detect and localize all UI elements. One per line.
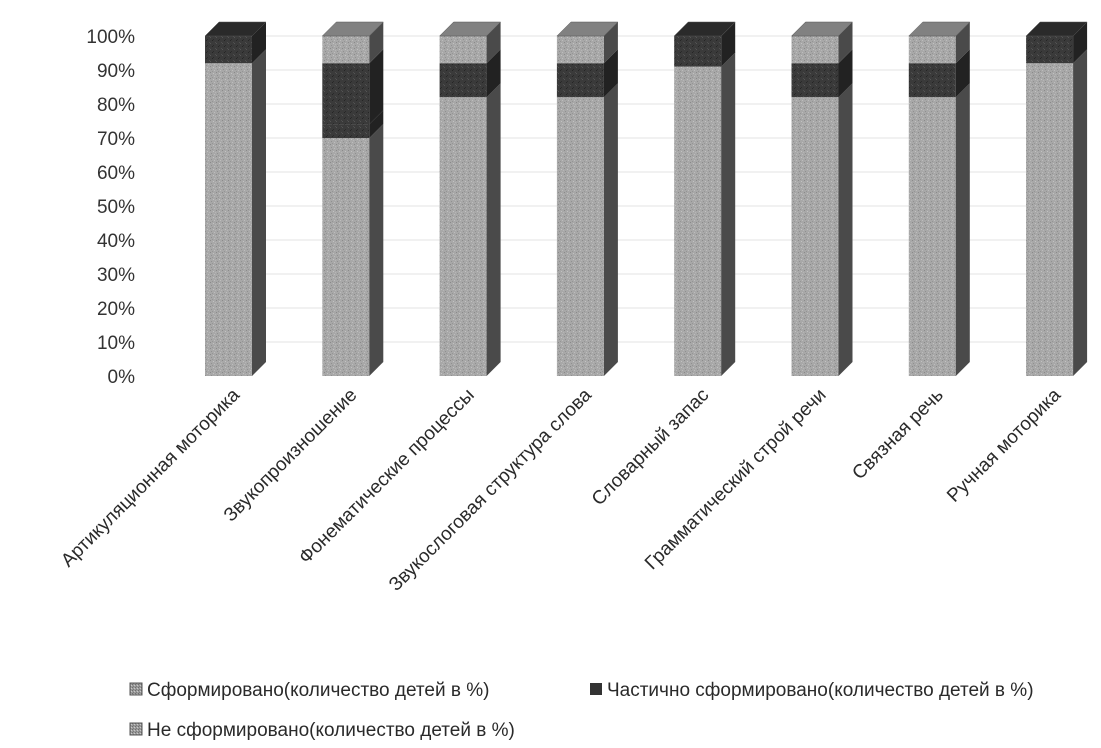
bar-side	[369, 22, 384, 64]
x-tick-label: Звукослоговая структура слова	[385, 384, 596, 595]
x-tick-label: Ручная моторика	[943, 384, 1065, 506]
bar-segment	[556, 97, 604, 376]
bar-side	[1073, 22, 1088, 64]
bar-segment	[791, 97, 839, 376]
bar-side	[603, 49, 618, 98]
bar-top	[790, 21, 854, 37]
legend: Сформировано(количество детей в %) Части…	[129, 680, 1034, 741]
bar-top	[556, 21, 619, 37]
bar-side	[603, 22, 618, 64]
bar-top	[1025, 21, 1088, 37]
bar-side	[603, 83, 618, 376]
y-tick-label: 50%	[97, 197, 135, 218]
bar-segment	[439, 63, 487, 98]
bar-side	[486, 49, 501, 98]
bar-segment	[322, 124, 370, 138]
bar-top	[673, 21, 736, 37]
x-tick-label: Звукопроизношение	[220, 385, 361, 526]
legend-label-partially-formed: Частично сформировано(количество детей в…	[607, 680, 1034, 701]
y-tick-label: 60%	[97, 163, 135, 184]
y-tick-label: 100%	[86, 27, 135, 48]
bar-side	[1073, 49, 1088, 376]
bars	[204, 21, 1088, 376]
legend-item-formed: Сформировано(количество детей в %)	[129, 680, 489, 701]
bar-segment	[791, 36, 839, 64]
bar-segment	[1026, 36, 1074, 64]
y-tick-label: 80%	[97, 95, 135, 116]
bar-segment	[908, 63, 956, 98]
legend-swatch-partially-formed	[590, 683, 602, 695]
bar-side	[721, 22, 736, 67]
bar-side	[838, 49, 853, 98]
legend-swatch-not-formed	[129, 722, 143, 736]
bar-segment	[674, 66, 722, 376]
bar-segment	[791, 63, 839, 98]
y-tick-label: 10%	[97, 333, 135, 354]
bar-side	[369, 124, 384, 376]
y-tick-label: 70%	[97, 129, 135, 150]
bar-side	[838, 22, 853, 64]
bar-segment	[322, 63, 370, 125]
legend-label-formed: Сформировано(количество детей в %)	[147, 680, 489, 701]
x-axis-labels: Артикуляционная моторикаЗвукопроизношени…	[57, 384, 1065, 595]
bar-top	[438, 21, 502, 37]
y-tick-label: 20%	[97, 299, 135, 320]
bar-side	[369, 49, 384, 125]
bar-segment	[674, 36, 722, 67]
bar-side	[955, 22, 970, 64]
x-tick-label: Артикуляционная моторика	[57, 384, 244, 571]
y-axis-ticks: 0% 10% 20% 30% 40% 50% 60% 70% 80% 90% 100%	[86, 27, 135, 388]
bar-segment	[908, 36, 956, 64]
x-tick-label: Связная речь	[848, 385, 947, 484]
bar-segment	[205, 63, 252, 376]
bar-side	[486, 83, 501, 376]
bar-side	[955, 83, 970, 376]
bar-side	[486, 22, 501, 64]
bar-top	[204, 21, 267, 37]
bar-segment	[439, 97, 487, 376]
bar-segment	[556, 63, 604, 98]
bar-segment	[322, 36, 370, 64]
legend-swatch-formed	[129, 682, 143, 696]
legend-item-partially-formed: Частично сформировано(количество детей в…	[590, 680, 1034, 701]
bar-segment	[439, 36, 487, 64]
bar-side	[955, 49, 970, 98]
y-tick-label: 0%	[108, 367, 136, 388]
bar-segment	[556, 36, 604, 64]
bar-segment	[908, 97, 956, 376]
bar-side	[252, 22, 266, 64]
bar-side	[721, 52, 736, 376]
bar-side	[838, 83, 853, 376]
legend-item-not-formed: Не сформировано(количество детей в %)	[129, 720, 515, 741]
bar-segment	[205, 36, 252, 64]
y-tick-label: 30%	[97, 265, 135, 286]
bar-segment	[322, 138, 370, 376]
bar-side	[369, 110, 384, 138]
bar-top	[908, 21, 971, 37]
bar-top	[321, 21, 384, 37]
legend-label-not-formed: Не сформировано(количество детей в %)	[147, 720, 515, 741]
y-tick-label: 40%	[97, 231, 135, 252]
bar-side	[252, 49, 266, 376]
y-tick-label: 90%	[97, 61, 135, 82]
bar-segment	[1026, 63, 1074, 376]
x-tick-label: Словарный запас	[588, 385, 713, 510]
